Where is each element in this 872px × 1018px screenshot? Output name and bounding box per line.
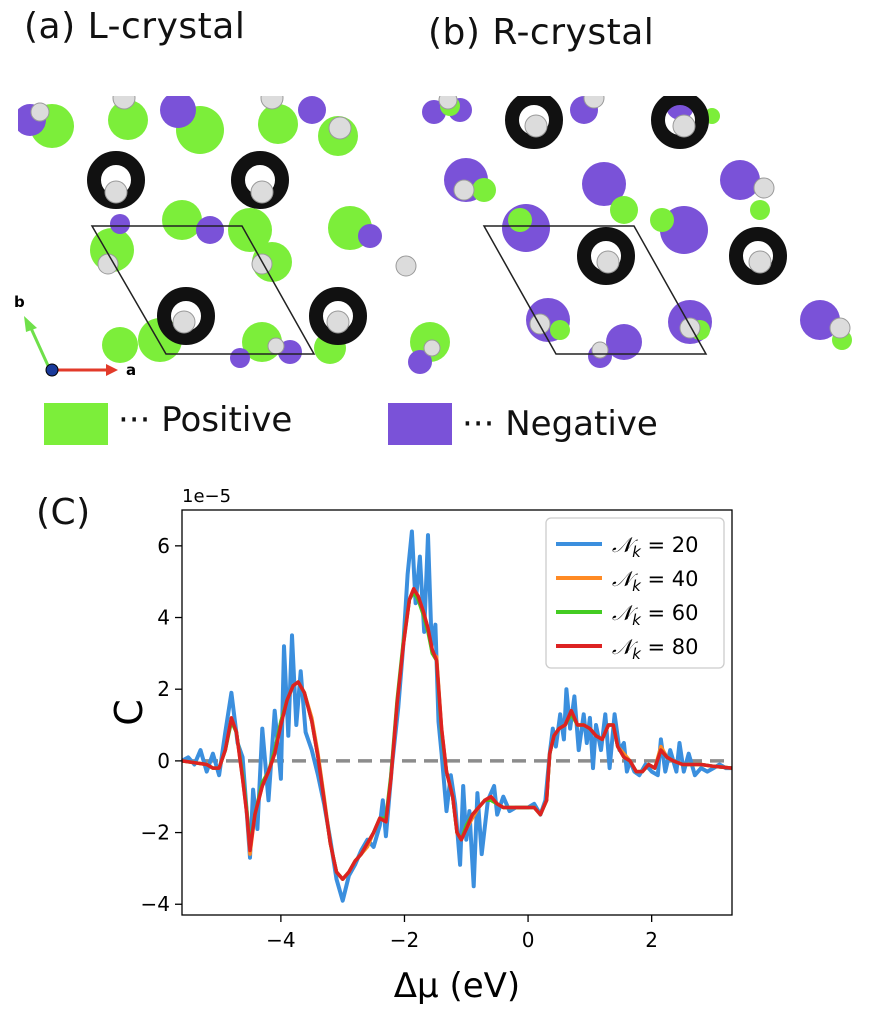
l-crystal-image bbox=[18, 96, 450, 374]
positive-label: ··· Positive bbox=[118, 400, 293, 440]
x-tick-label: −2 bbox=[390, 928, 419, 952]
b-arrowhead-icon bbox=[24, 316, 37, 332]
x-tick-label: 2 bbox=[645, 928, 658, 952]
y-tick-label: −4 bbox=[141, 892, 170, 916]
a-axis-label: a bbox=[126, 361, 136, 379]
y-tick-label: −2 bbox=[141, 821, 170, 845]
y-offset-text: 1e−5 bbox=[182, 486, 231, 507]
origin-icon bbox=[45, 363, 59, 377]
legend-label-1: 𝒩k = 40 bbox=[612, 567, 698, 595]
panel-c-title: (C) bbox=[36, 492, 91, 533]
crystal-structures: b a bbox=[14, 96, 852, 379]
negative-label: ··· Negative bbox=[462, 404, 658, 444]
axes-indicator: b a bbox=[14, 293, 136, 379]
y-tick-label: 2 bbox=[157, 677, 170, 701]
series-line-3 bbox=[181, 587, 733, 881]
legend-label-0: 𝒩k = 20 bbox=[612, 533, 698, 561]
legend-box bbox=[545, 517, 725, 669]
positive-swatch bbox=[44, 403, 108, 445]
y-tick-label: 0 bbox=[157, 749, 170, 773]
x-axis-label: Δμ (eV) bbox=[394, 966, 520, 1006]
panel-b-title: (b) R-crystal bbox=[428, 12, 655, 53]
b-axis-arrow bbox=[28, 325, 52, 371]
r-crystal-image bbox=[422, 96, 852, 368]
legend-label-3: 𝒩k = 80 bbox=[612, 635, 698, 663]
negative-swatch bbox=[388, 403, 452, 445]
b-axis-label: b bbox=[14, 293, 25, 311]
x-tick-label: −4 bbox=[266, 928, 295, 952]
x-tick-label: 0 bbox=[522, 928, 535, 952]
panel-a-title: (a) L-crystal bbox=[24, 6, 246, 47]
y-axis-label: C bbox=[107, 699, 151, 726]
legend-label-2: 𝒩k = 60 bbox=[612, 601, 698, 629]
y-tick-label: 4 bbox=[157, 606, 170, 630]
line-chart: −4 −2 0 2 −4 −2 0 2 4 6 1e−5 Δμ (eV) C 𝒩k = 20 𝒩k = 40… bbox=[107, 486, 733, 1006]
plot-frame bbox=[181, 509, 733, 916]
a-arrowhead-icon bbox=[106, 364, 118, 376]
y-tick-label: 6 bbox=[157, 534, 170, 558]
